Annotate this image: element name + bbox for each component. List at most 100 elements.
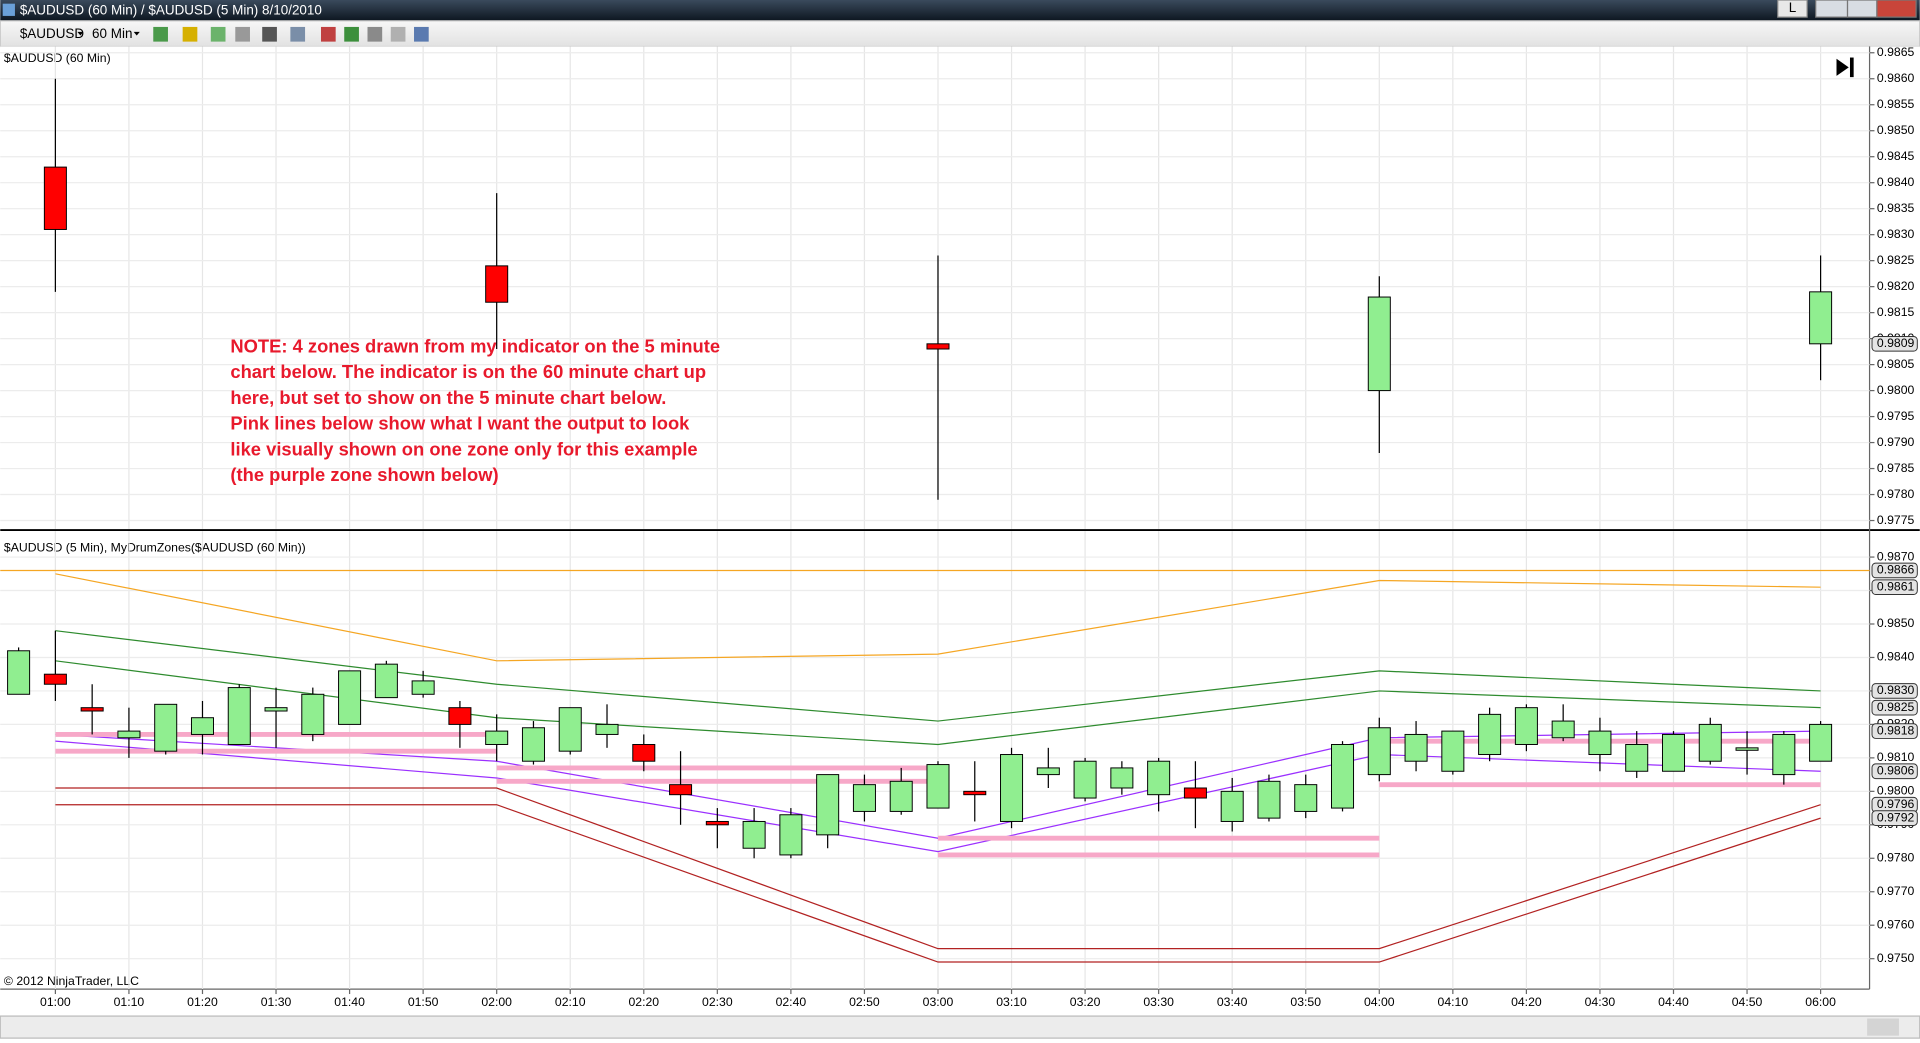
- candle-body: [1698, 723, 1722, 762]
- candle-body: [7, 650, 31, 695]
- candle-body: [1809, 723, 1833, 762]
- price-marker-label: 0.9796: [1877, 797, 1915, 811]
- y-tick-label: 0.9840: [1877, 175, 1915, 189]
- toolbar: [0, 20, 1920, 48]
- price-marker: [1871, 723, 1918, 739]
- price-marker-label: 0.9830: [1877, 683, 1915, 697]
- maximize-button[interactable]: [1846, 0, 1878, 18]
- icon-zoom[interactable]: [290, 26, 306, 42]
- y-tick-label: 0.9850: [1877, 616, 1915, 630]
- icon-strategy[interactable]: [320, 26, 336, 42]
- minimize-button[interactable]: [1815, 0, 1849, 18]
- x-tick-label: 06:00: [1805, 995, 1836, 1009]
- charts: 01:00 01:10 01:20 01:30 01:40 01:50 02:00 02:10…: [0, 45, 1918, 1009]
- icon-draw[interactable]: [210, 26, 226, 42]
- candle-body: [742, 820, 766, 849]
- y-tick-label: 0.9830: [1877, 227, 1915, 241]
- candle-body: [1331, 743, 1355, 809]
- icon-cursor[interactable]: [262, 26, 277, 42]
- annotation-line: Pink lines below show what I want the ou…: [230, 413, 690, 434]
- price-marker: [1871, 763, 1918, 780]
- icon-data-box[interactable]: [390, 26, 406, 42]
- price-marker-label: 0.9818: [1877, 723, 1915, 737]
- scrollbar[interactable]: [0, 1015, 1920, 1039]
- indicator-line: [55, 787, 1821, 950]
- candle-body: [1772, 733, 1796, 776]
- candle-body: [1073, 760, 1097, 799]
- candle-body: [1183, 787, 1207, 799]
- y-tick-label: 0.9780: [1877, 851, 1915, 865]
- icon-bars[interactable]: [153, 26, 168, 42]
- candle-body: [1147, 760, 1171, 796]
- x-tick-label: 04:20: [1511, 995, 1542, 1009]
- y-tick-label: 0.9780: [1877, 487, 1915, 501]
- candle-body: [521, 727, 545, 762]
- candle-body: [705, 820, 729, 826]
- y-tick-label: 0.9815: [1877, 305, 1915, 319]
- candle-body: [1294, 784, 1318, 812]
- x-tick-label: 02:40: [776, 995, 807, 1009]
- price-marker-label: 0.9861: [1877, 579, 1915, 593]
- candle-body: [264, 707, 288, 712]
- link-button-label: L: [1789, 0, 1797, 15]
- icon-indicator[interactable]: [344, 26, 359, 42]
- y-tick-label: 0.9805: [1877, 357, 1915, 371]
- scrollbar-thumb[interactable]: [1867, 1018, 1899, 1036]
- scroll-to-end-button[interactable]: [1836, 57, 1854, 78]
- candle-body: [80, 707, 104, 712]
- icon-pencil[interactable]: [182, 26, 198, 42]
- app-icon: [2, 3, 15, 16]
- candle-body: [1478, 713, 1502, 756]
- candle-body: [1514, 707, 1538, 745]
- candle-body: [448, 707, 472, 725]
- icon-window[interactable]: [414, 26, 429, 42]
- interval-selector[interactable]: 60 Min: [92, 26, 132, 41]
- y-tick-label: 0.9785: [1877, 461, 1915, 475]
- candle-body: [816, 774, 840, 836]
- annotation-line: chart below. The indicator is on the 60 …: [230, 361, 706, 382]
- candle-body: [1735, 747, 1759, 751]
- candle-body: [595, 723, 619, 735]
- candle-body: [963, 790, 987, 796]
- y-tick-label: 0.9775: [1877, 513, 1915, 527]
- close-button[interactable]: [1876, 0, 1917, 18]
- x-tick-label: 03:10: [996, 995, 1027, 1009]
- y-tick-label: 0.9800: [1877, 383, 1915, 397]
- candle-body: [1661, 733, 1686, 772]
- candle-body: [852, 784, 876, 812]
- candle-body: [1220, 790, 1244, 822]
- candle-body: [117, 730, 141, 739]
- x-tick-label: 04:50: [1732, 995, 1763, 1009]
- x-tick-label: 01:50: [408, 995, 439, 1009]
- icon-tool[interactable]: [235, 26, 250, 42]
- y-tick-label: 0.9845: [1877, 149, 1915, 163]
- price-marker: [1871, 579, 1918, 596]
- x-tick-label: 02:30: [702, 995, 733, 1009]
- candle-body: [1625, 743, 1649, 772]
- candle-body: [1588, 730, 1612, 756]
- y-tick-label: 0.9825: [1877, 253, 1915, 267]
- y-tick-label: 0.9835: [1877, 201, 1915, 215]
- indicator-line: [55, 630, 1821, 722]
- link-button[interactable]: [1777, 0, 1808, 18]
- candle-body: [1000, 754, 1024, 822]
- x-tick-label: 03:00: [923, 995, 954, 1009]
- annotation-line: NOTE: 4 zones drawn from my indicator on…: [230, 336, 720, 357]
- candle-body: [779, 814, 803, 856]
- icon-properties[interactable]: [367, 26, 383, 42]
- candle-body: [1110, 767, 1134, 789]
- y-tick-label: 0.9810: [1877, 750, 1915, 764]
- price-marker: [1871, 810, 1918, 826]
- annotation-line: like visually shown on one zone only for…: [230, 438, 697, 459]
- annotation-line: here, but set to show on the 5 minute ch…: [230, 387, 666, 408]
- window-title: $AUDUSD (60 Min) / $AUDUSD (5 Min) 8/10/…: [20, 3, 322, 18]
- y-tick-label: 0.9820: [1877, 279, 1915, 293]
- panel-title: $AUDUSD (60 Min): [4, 51, 111, 65]
- instrument-selector[interactable]: $AUDUSD: [20, 26, 85, 41]
- indicator-line: [55, 740, 1821, 853]
- price-marker: [1871, 683, 1918, 699]
- y-tick-label: 0.9855: [1877, 97, 1915, 111]
- candle-body: [632, 743, 656, 762]
- x-tick-label: 02:00: [481, 995, 512, 1009]
